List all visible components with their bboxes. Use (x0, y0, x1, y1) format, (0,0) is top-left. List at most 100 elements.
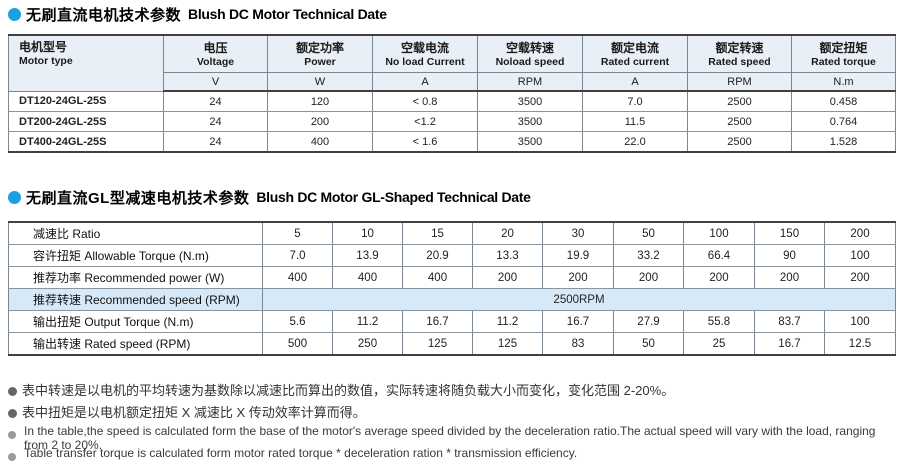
row-label: 减速比 Ratio (8, 222, 263, 245)
table-cell: 50 (613, 222, 684, 245)
note-text: 表中转速是以电机的平均转速为基数除以减速比而算出的数值，实际转速将随负载大小而变… (22, 383, 675, 398)
row-label: 输出转速 Rated speed (RPM) (8, 332, 263, 355)
table-cell: 200 (824, 222, 896, 245)
column-header-rated-torque: 额定扭矩 Rated torque (791, 35, 896, 73)
table-cell: 16.7 (402, 310, 473, 333)
table-cell: 200 (472, 266, 543, 289)
note-text: 表中扭矩是以电机额定扭矩 X 减速比 X 传动效率计算而得。 (22, 405, 366, 420)
table-cell: 7.0 (262, 244, 333, 267)
table-cell: 16.7 (754, 332, 825, 355)
row-label: 推荐功率 Recommended power (W) (8, 266, 263, 289)
table-cell: 30 (542, 222, 614, 245)
table-row: DT120-24GL-25S 24 120 < 0.8 3500 7.0 250… (8, 91, 896, 112)
row-label: 推荐转速 Recommended speed (RPM) (8, 288, 263, 311)
column-header-motor-type: 电机型号 Motor type (8, 35, 164, 92)
table-cell: 5.6 (262, 310, 333, 333)
table-cell: 33.2 (613, 244, 684, 267)
blue-bullet-icon (8, 190, 21, 204)
table-cell: 10 (332, 222, 403, 245)
table-cell: 15 (402, 222, 473, 245)
header-zh: 空载转速 (505, 40, 554, 55)
table-cell: 400 (402, 266, 473, 289)
table-cell: 24 (163, 91, 268, 112)
table-cell: 11.5 (582, 111, 688, 132)
note-bullet-icon (8, 453, 16, 461)
column-header-power: 额定功率 Power (267, 35, 373, 73)
table-cell: 55.8 (683, 310, 755, 333)
motor-table-title: 无刷直流电机技术参数 Blush DC Motor Technical Date (8, 0, 900, 24)
table-row-output-torque: 输出扭矩 Output Torque (N.m) 5.6 11.2 16.7 1… (8, 310, 896, 333)
unit-row: V W A RPM A RPM N.m (9, 72, 896, 92)
column-header-noload-speed: 空载转速 Noload speed (477, 35, 583, 73)
table-cell: 125 (472, 332, 543, 355)
table-cell: 250 (332, 332, 403, 355)
table-row-output-speed: 输出转速 Rated speed (RPM) 500 250 125 125 8… (8, 332, 896, 355)
table-cell: 2500 (687, 111, 792, 132)
table-cell: 200 (683, 266, 755, 289)
table-cell: 200 (824, 266, 896, 289)
note-line: Table transfer torque is calculated form… (8, 446, 900, 468)
header-zh: 电机型号 (19, 40, 68, 54)
unit-cell: N.m (791, 72, 896, 92)
table-cell: 3500 (477, 111, 583, 132)
note-bullet-icon (8, 386, 17, 396)
header-en: No load Current (385, 55, 465, 68)
note-bullet-icon (8, 431, 16, 439)
merged-speed-cell: 2500RPM (262, 288, 896, 311)
table-cell: 66.4 (683, 244, 755, 267)
table-row-allowable-torque: 容许扭矩 Allowable Torque (N.m) 7.0 13.9 20.… (8, 244, 896, 267)
table-row: DT200-24GL-25S 24 200 <1.2 3500 11.5 250… (8, 111, 896, 132)
table-cell: 1.528 (791, 131, 896, 152)
table-cell: 13.3 (472, 244, 543, 267)
motor-model-cell: DT400-24GL-25S (8, 131, 164, 152)
header-en: Voltage (196, 55, 235, 68)
table-cell: 0.764 (791, 111, 896, 132)
header-zh: 额定扭矩 (819, 40, 868, 55)
table-cell: 11.2 (472, 310, 543, 333)
motor-title-zh: 无刷直流电机技术参数 (26, 6, 182, 24)
table-cell: 100 (824, 244, 896, 267)
table-cell: 200 (267, 111, 373, 132)
table-cell: 150 (754, 222, 825, 245)
header-en: Rated speed (708, 55, 771, 68)
column-header-rated-speed: 额定转速 Rated speed (687, 35, 792, 73)
table-cell: 25 (683, 332, 755, 355)
motor-model-cell: DT120-24GL-25S (8, 91, 164, 112)
motor-spec-table: 电机型号 Motor type 电压 Voltage 额定功率 Power 空载… (8, 34, 896, 153)
table-cell: 7.0 (582, 91, 688, 112)
column-header-noload-current: 空载电流 No load Current (372, 35, 478, 73)
unit-cell: V (163, 72, 268, 92)
table-row-ratio: 减速比 Ratio 5 10 15 20 30 50 100 150 200 (8, 222, 896, 245)
note-line: 表中转速是以电机的平均转速为基数除以减速比而算出的数值，实际转速将随负载大小而变… (8, 380, 900, 402)
table-cell: 500 (262, 332, 333, 355)
table-cell: 12.5 (824, 332, 896, 355)
table-cell: 120 (267, 91, 373, 112)
note-bullet-icon (8, 408, 17, 418)
table-cell: 11.2 (332, 310, 403, 333)
gear-table-title: 无刷直流GL型减速电机技术参数 Blush DC Motor GL-Shaped… (8, 187, 900, 207)
table-cell: 3500 (477, 131, 583, 152)
table-cell: 400 (262, 266, 333, 289)
table-cell: 50 (613, 332, 684, 355)
table-cell: 83 (542, 332, 614, 355)
header-en: Rated current (600, 55, 670, 68)
unit-cell: A (582, 72, 688, 92)
header-zh: 电压 (203, 40, 228, 55)
table-cell: 200 (613, 266, 684, 289)
gear-title-zh: 无刷直流GL型减速电机技术参数 (26, 189, 250, 207)
table-cell: 5 (262, 222, 333, 245)
blue-bullet-icon (8, 7, 21, 21)
header-zh: 额定电流 (610, 40, 659, 55)
table-cell: 200 (754, 266, 825, 289)
table-cell: 3500 (477, 91, 583, 112)
header-row: 电机型号 Motor type 电压 Voltage 额定功率 Power 空载… (8, 35, 896, 92)
header-en: Noload speed (495, 55, 565, 68)
table-cell: < 0.8 (372, 91, 478, 112)
table-cell: 2500 (687, 91, 792, 112)
header-en: Power (304, 55, 336, 68)
column-header-voltage: 电压 Voltage (163, 35, 268, 73)
unit-cell: W (267, 72, 373, 92)
footnotes: 表中转速是以电机的平均转速为基数除以减速比而算出的数值，实际转速将随负载大小而变… (8, 380, 900, 468)
table-row-recommended-speed: 推荐转速 Recommended speed (RPM) 2500RPM (8, 288, 896, 311)
header-zh: 空载电流 (400, 40, 449, 55)
